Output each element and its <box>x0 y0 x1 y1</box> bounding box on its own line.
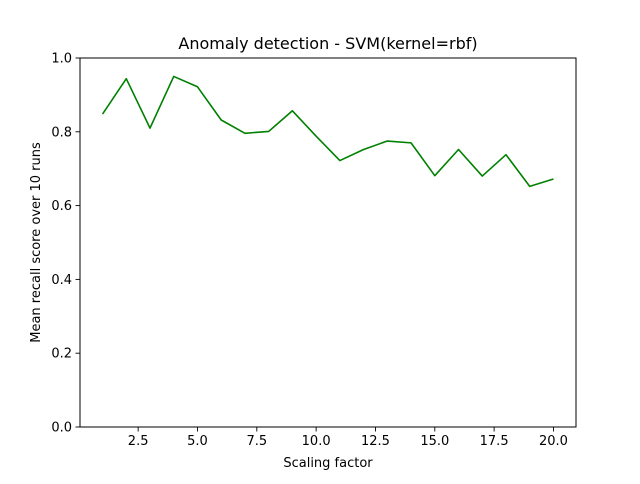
x-tick-label: 20.0 <box>539 434 568 449</box>
x-tick-label: 15.0 <box>420 434 449 449</box>
y-axis-label: Mean recall score over 10 runs <box>29 142 44 343</box>
x-tick-label: 5.0 <box>187 434 208 449</box>
y-tick-label: 0.0 <box>51 421 72 436</box>
y-tick-label: 0.2 <box>51 347 72 362</box>
x-tick-label: 10.0 <box>302 434 331 449</box>
x-tick-label: 7.5 <box>246 434 267 449</box>
y-tick-label: 0.8 <box>51 125 72 140</box>
x-tick-label: 2.5 <box>128 434 149 449</box>
y-tick-label: 1.0 <box>51 52 72 67</box>
x-tick-label: 17.5 <box>480 434 509 449</box>
x-tick-label: 12.5 <box>361 434 390 449</box>
chart-title: Anomaly detection - SVM(kernel=rbf) <box>178 34 477 53</box>
y-tick-label: 0.4 <box>51 273 72 288</box>
y-tick-label: 0.6 <box>51 199 72 214</box>
x-axis-label: Scaling factor <box>283 456 373 471</box>
